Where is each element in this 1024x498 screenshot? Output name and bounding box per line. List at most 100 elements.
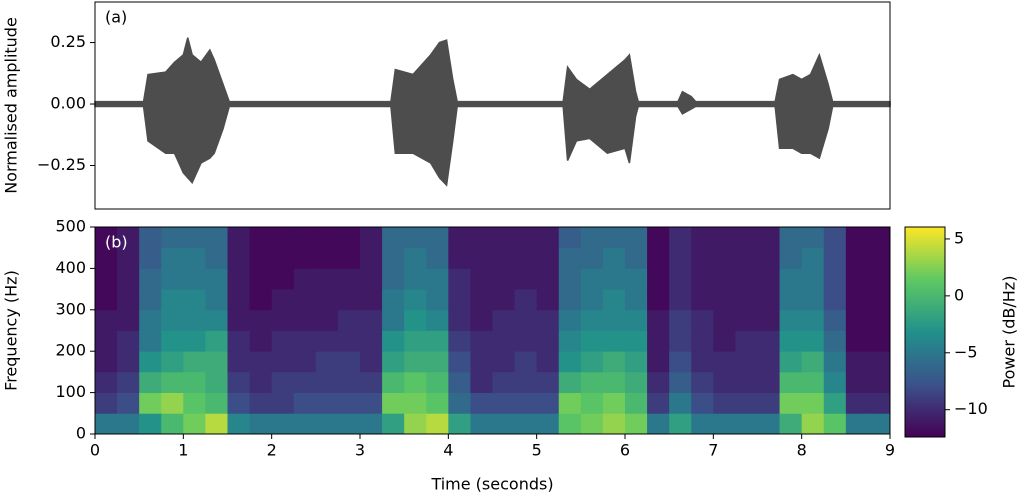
heatmap-cell — [514, 330, 538, 352]
heatmap-cell — [845, 413, 869, 435]
heatmap-cell — [492, 413, 515, 435]
heatmap-cell — [360, 289, 383, 311]
axes-frame — [94, 226, 891, 435]
heatmap-cell — [845, 289, 869, 311]
heatmap-cell — [845, 392, 869, 414]
heatmap-cell — [625, 351, 648, 373]
heatmap-cell — [757, 289, 780, 311]
heatmap-cell — [470, 309, 493, 331]
heatmap-cell — [580, 392, 604, 414]
heatmap-cell — [470, 330, 493, 352]
heatmap-cell — [227, 413, 250, 435]
heatmap-cell — [713, 289, 736, 311]
heatmap-cell — [867, 371, 891, 393]
heatmap-cell — [227, 309, 250, 331]
heatmap-cell — [558, 309, 582, 331]
x-tick-label: 6 — [620, 441, 630, 460]
heatmap-cell — [602, 330, 626, 352]
heatmap-cell — [492, 247, 515, 269]
heatmap-cell — [404, 392, 427, 414]
colorbar-tick-label: 5 — [954, 228, 964, 247]
heatmap-cell — [867, 392, 891, 414]
heatmap-cell — [536, 227, 560, 249]
heatmap-cell — [95, 351, 118, 373]
heatmap-cell — [625, 268, 648, 290]
heatmap-cell — [558, 413, 582, 435]
heatmap-cell — [426, 392, 449, 414]
heatmap-cell — [227, 392, 250, 414]
heatmap-cell — [249, 289, 273, 311]
heatmap-cell — [404, 268, 427, 290]
heatmap-cell — [404, 371, 427, 393]
heatmap-cell — [735, 268, 758, 290]
waveform-envelope — [94, 37, 891, 105]
heatmap-cell — [867, 330, 891, 352]
heatmap-cell — [514, 392, 538, 414]
heatmap-cell — [161, 392, 184, 414]
heatmap-cell — [448, 268, 471, 290]
heatmap-cell — [95, 330, 118, 352]
x-tick-label: 7 — [708, 441, 718, 460]
heatmap-cell — [448, 413, 471, 435]
heatmap-cell — [867, 227, 891, 249]
heatmap-cell — [161, 330, 184, 352]
heatmap-cell — [845, 371, 869, 393]
heatmap-cell — [382, 413, 405, 435]
heatmap-cell — [426, 413, 449, 435]
heatmap-cell — [205, 289, 228, 311]
heatmap-cell — [117, 309, 140, 331]
heatmap-cell — [801, 268, 825, 290]
heatmap-cell — [514, 227, 538, 249]
heatmap-cell — [602, 289, 626, 311]
heatmap-cell — [315, 351, 339, 373]
heatmap-cell — [227, 351, 250, 373]
heatmap-cell — [602, 351, 626, 373]
heatmap-cell — [669, 227, 692, 249]
heatmap-cell — [271, 289, 295, 311]
heatmap-cell — [161, 227, 184, 249]
heatmap-cell — [647, 268, 670, 290]
heatmap-cell — [602, 413, 626, 435]
heatmap-cell — [315, 371, 339, 393]
heatmap-cell — [139, 289, 162, 311]
heatmap-cell — [382, 227, 405, 249]
heatmap-cell — [293, 268, 317, 290]
heatmap-cell — [602, 227, 626, 249]
heatmap-cell — [823, 413, 847, 435]
heatmap-cell — [337, 330, 361, 352]
heatmap-cell — [691, 413, 714, 435]
heatmap-cell — [514, 413, 538, 435]
heatmap-cell — [293, 413, 317, 435]
heatmap-cell — [117, 289, 140, 311]
heatmap-cell — [669, 247, 692, 269]
heatmap-cell — [823, 351, 847, 373]
heatmap-cell — [514, 289, 538, 311]
heatmap-cell — [536, 289, 560, 311]
heatmap-cell — [536, 330, 560, 352]
heatmap-cell — [580, 247, 604, 269]
heatmap-cell — [757, 392, 780, 414]
heatmap-cell — [580, 268, 604, 290]
heatmap-cell — [227, 330, 250, 352]
y-tick-label: 0.00 — [50, 94, 86, 113]
heatmap-cell — [117, 413, 140, 435]
heatmap-cell — [249, 227, 273, 249]
heatmap-cell — [117, 371, 140, 393]
heatmap-cell — [139, 268, 162, 290]
heatmap-cell — [404, 247, 427, 269]
heatmap-cell — [271, 309, 295, 331]
heatmap-cell — [492, 268, 515, 290]
heatmap-cell — [757, 371, 780, 393]
heatmap-cell — [293, 371, 317, 393]
heatmap-cell — [205, 268, 228, 290]
heatmap-cell — [117, 268, 140, 290]
heatmap-cell — [95, 413, 118, 435]
heatmap-cell — [382, 392, 405, 414]
heatmap-cell — [117, 330, 140, 352]
heatmap-cell — [139, 371, 162, 393]
heatmap-cell — [691, 330, 714, 352]
heatmap-cell — [249, 268, 273, 290]
colorbar-tick-label: −5 — [954, 342, 978, 361]
